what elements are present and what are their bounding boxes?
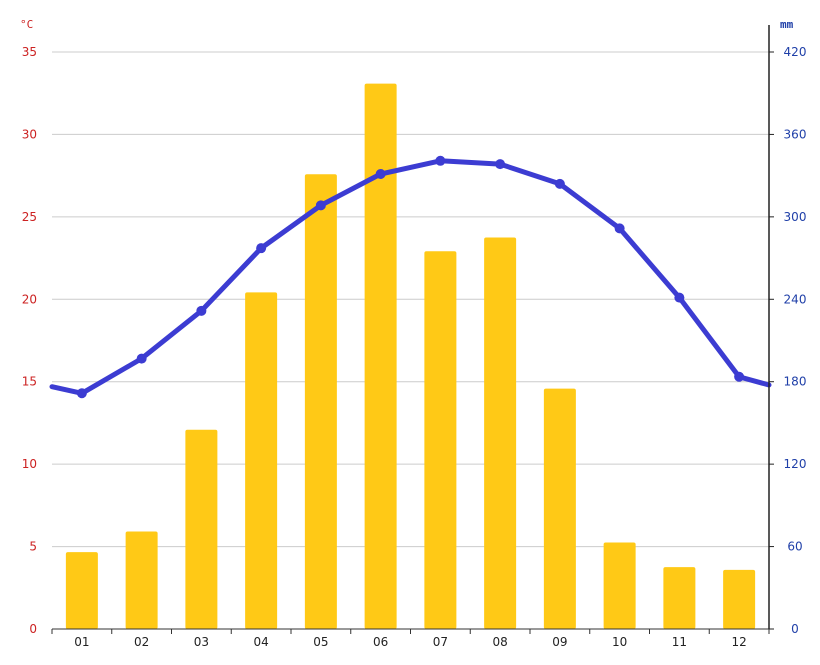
axes bbox=[51, 25, 770, 634]
x-axis-tick-label: 05 bbox=[313, 635, 328, 649]
right-axis-tick-label: 60 bbox=[787, 540, 802, 554]
right-axis-unit: mm bbox=[780, 18, 794, 31]
left-axis-ticks: 0 5 10 15 20 25 30 35 bbox=[22, 45, 37, 636]
x-axis-tick-label: 06 bbox=[373, 635, 388, 649]
x-axis-tick-label: 01 bbox=[74, 635, 89, 649]
temperature-point bbox=[375, 168, 386, 179]
temperature-point bbox=[315, 200, 326, 211]
right-axis-tick-label: 420 bbox=[784, 45, 807, 59]
precipitation-bar bbox=[185, 429, 218, 629]
left-axis-unit: °C bbox=[20, 18, 33, 31]
left-axis-tick-label: 30 bbox=[22, 127, 37, 141]
right-axis-tick-label: 180 bbox=[784, 375, 807, 389]
left-axis-tick-label: 20 bbox=[22, 292, 37, 306]
x-axis-tick-label: 08 bbox=[492, 635, 507, 649]
temperature-point bbox=[734, 371, 745, 382]
precipitation-bar bbox=[424, 251, 457, 629]
left-axis-tick-label: 5 bbox=[29, 540, 37, 554]
x-axis-tick-label: 04 bbox=[253, 635, 268, 649]
x-axis-tick-label: 03 bbox=[194, 635, 209, 649]
temperature-point bbox=[554, 178, 565, 189]
left-axis-tick-label: 15 bbox=[22, 375, 37, 389]
right-axis-tick-label: 120 bbox=[784, 457, 807, 471]
precipitation-bar bbox=[245, 292, 278, 629]
left-axis-tick-label: 25 bbox=[22, 210, 37, 224]
temperature-point bbox=[76, 388, 87, 399]
precipitation-bar bbox=[663, 567, 696, 629]
left-axis-tick-label: 0 bbox=[29, 622, 37, 636]
x-axis-tick-label: 12 bbox=[731, 635, 746, 649]
precipitation-bars bbox=[65, 83, 756, 630]
temperature-point bbox=[136, 353, 147, 364]
right-axis-tick-label: 300 bbox=[784, 210, 807, 224]
left-axis-tick-label: 35 bbox=[22, 45, 37, 59]
precipitation-bar bbox=[543, 388, 576, 629]
precipitation-bar bbox=[603, 542, 636, 629]
temperature-point bbox=[256, 243, 267, 254]
precipitation-bar bbox=[484, 237, 517, 629]
right-axis-tick-label: 360 bbox=[784, 127, 807, 141]
x-axis-tick-label: 10 bbox=[612, 635, 627, 649]
temperature-line bbox=[49, 155, 772, 399]
x-axis-ticks: 01 02 03 04 05 06 07 08 09 10 11 12 bbox=[74, 635, 747, 649]
right-axis-tick-label: 0 bbox=[791, 622, 799, 636]
temperature-path bbox=[49, 158, 772, 396]
right-axis-ticks: 0 60 120 180 240 300 360 420 bbox=[769, 45, 806, 636]
x-axis-tick-label: 11 bbox=[672, 635, 687, 649]
x-axis-tick-label: 09 bbox=[552, 635, 567, 649]
precipitation-bar bbox=[125, 531, 158, 629]
precipitation-bar bbox=[723, 569, 756, 629]
temperature-point bbox=[435, 155, 446, 166]
temperature-point bbox=[614, 223, 625, 234]
precipitation-bar bbox=[364, 83, 397, 630]
x-axis-tick-label: 07 bbox=[433, 635, 448, 649]
precipitation-bar bbox=[304, 174, 337, 629]
temperature-point bbox=[495, 159, 506, 170]
temperature-point bbox=[674, 292, 685, 303]
right-axis-tick-label: 240 bbox=[784, 292, 807, 306]
temperature-point bbox=[196, 305, 207, 316]
left-axis-tick-label: 10 bbox=[22, 457, 37, 471]
x-axis-tick-label: 02 bbox=[134, 635, 149, 649]
gridlines bbox=[52, 51, 769, 548]
precipitation-bar bbox=[65, 552, 98, 629]
